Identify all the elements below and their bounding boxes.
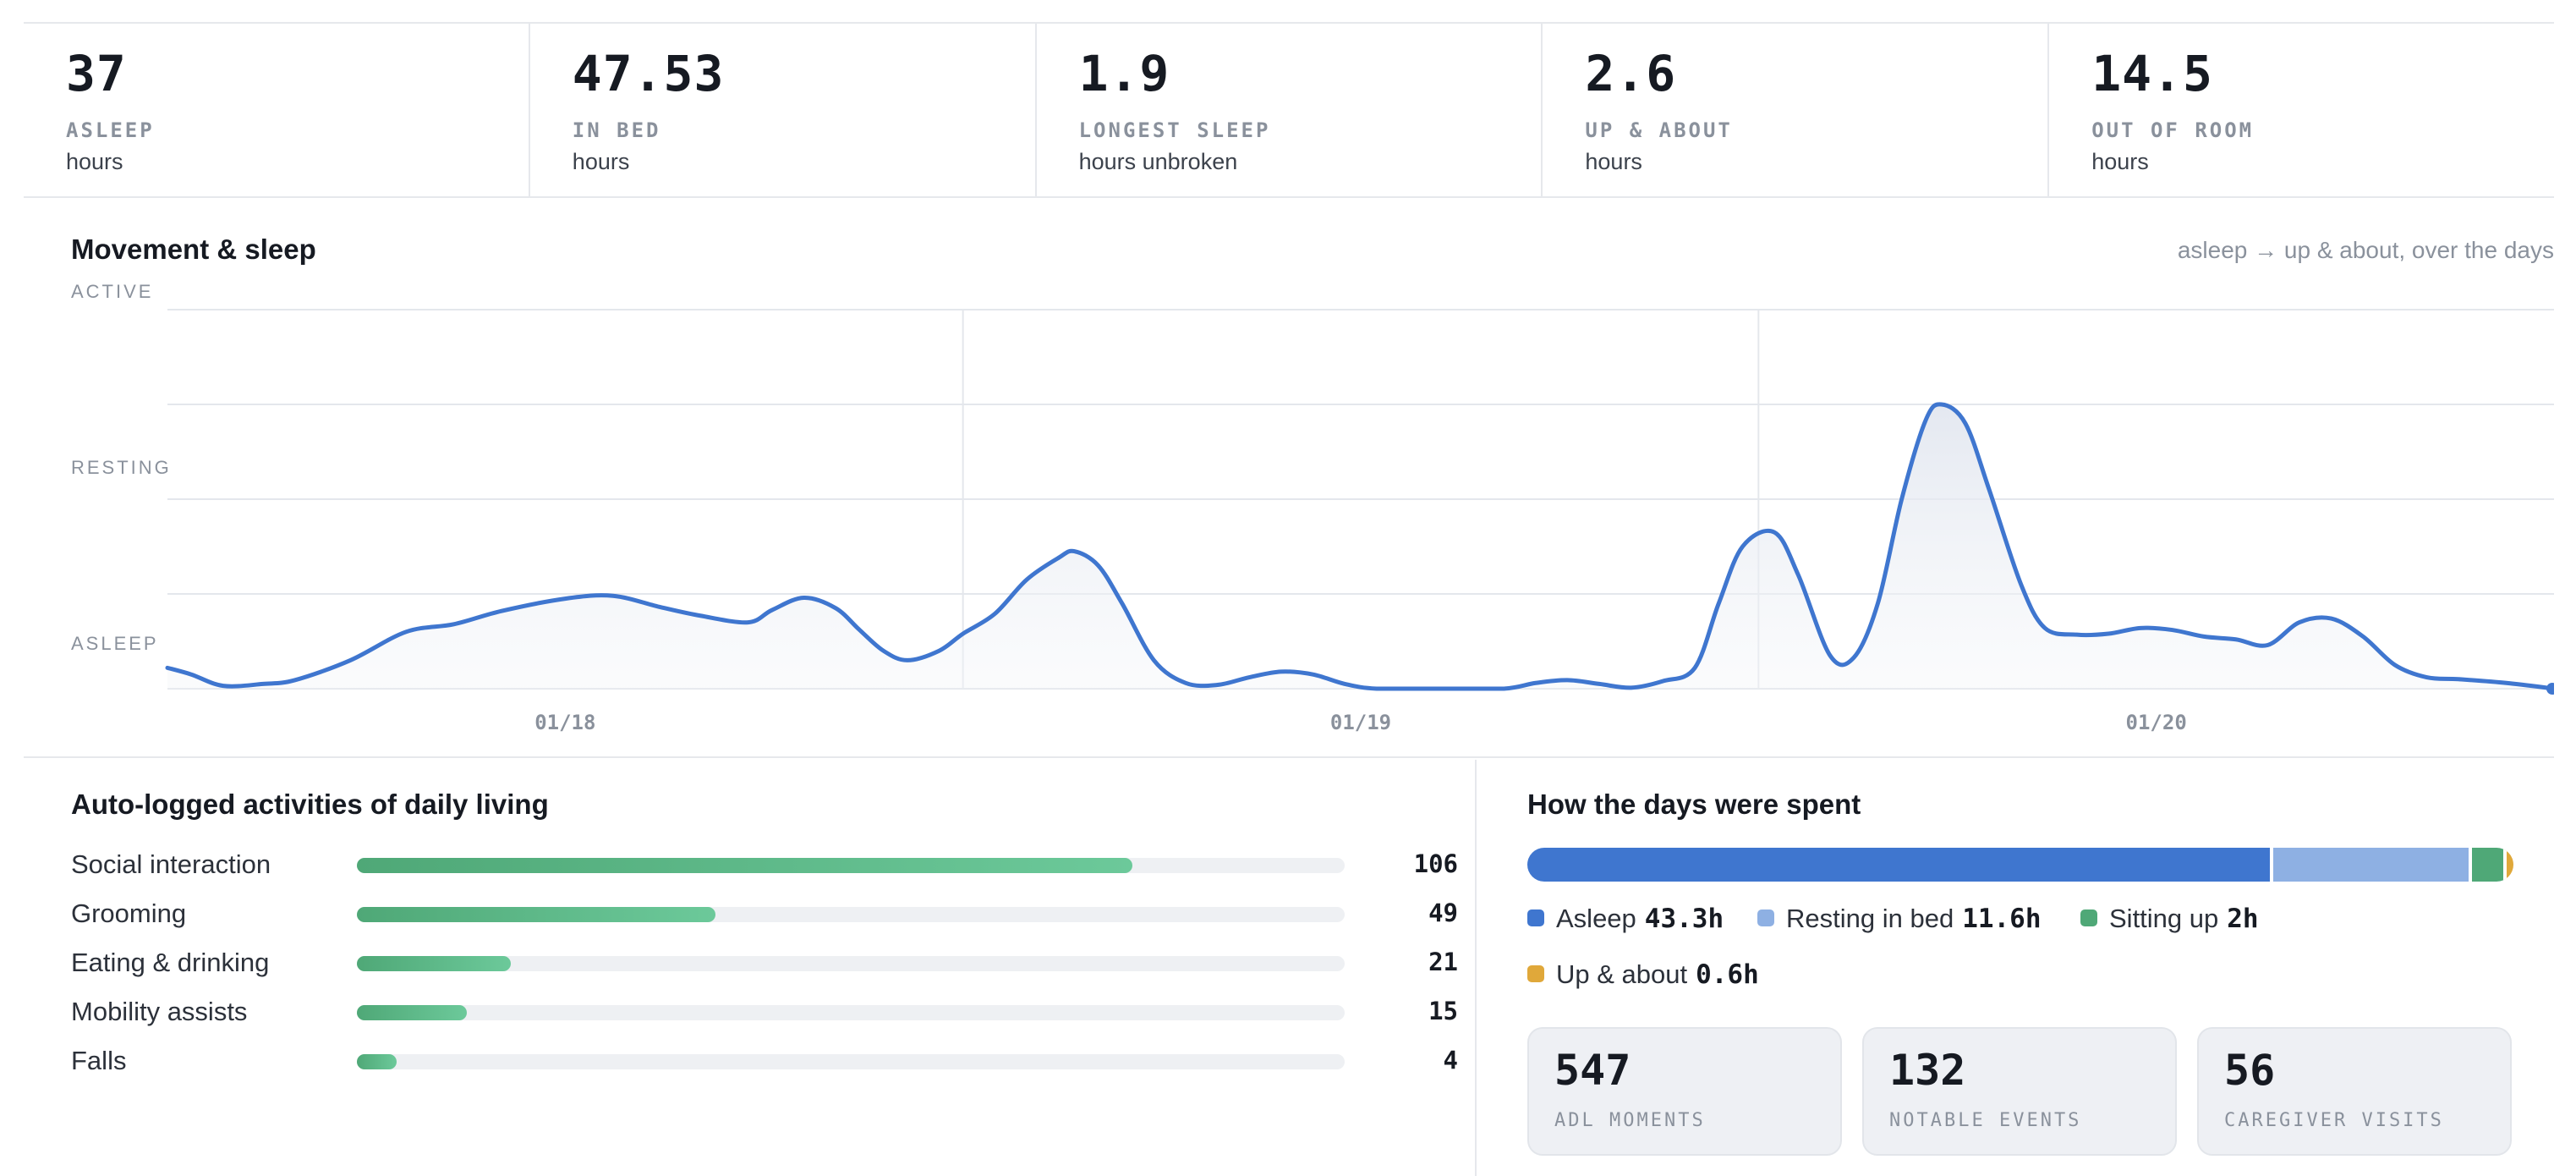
stat-unit: hours unbroken: [1078, 149, 1238, 174]
adl-activity-name: Eating & drinking: [71, 948, 270, 977]
adl-activity-name: Social interaction: [71, 849, 271, 879]
x-tick-label: 01/18: [534, 711, 595, 734]
legend-swatch: [2080, 909, 2097, 926]
adl-bar-fill: [357, 1054, 397, 1069]
adl-bar-track: [357, 1005, 1345, 1020]
days-panel: How the days were spent Asleep 43.3h Rest…: [1478, 760, 2576, 1176]
movement-chart-panel: Movement & sleep asleep → up & about, ov…: [24, 200, 2554, 758]
stat-label: ASLEEP: [66, 118, 155, 142]
adl-bar-track: [357, 956, 1345, 971]
movement-line: [165, 402, 2554, 691]
adl-bar-fill: [357, 956, 511, 971]
adl-row: Social interaction 106: [71, 849, 1458, 883]
adl-count: 49: [1428, 898, 1458, 927]
stat-value: 47.53: [572, 45, 725, 102]
legend-name: Asleep: [1556, 904, 1636, 933]
movement-end-point: [2546, 683, 2554, 695]
legend-swatch: [1757, 909, 1774, 926]
stat-out-of-room: 14.5 OUT OF ROOM hours: [2049, 24, 2554, 196]
legend-resting: Resting in bed 11.6h: [1757, 904, 2042, 934]
legend-up-about: Up & about 0.6h: [1527, 959, 1759, 990]
y-label-resting: RESTING: [71, 457, 172, 478]
adl-row: Eating & drinking 21: [71, 948, 1458, 981]
card-value: 56: [2224, 1046, 2276, 1095]
chart-subtitle: asleep → up & about, over the days: [2177, 237, 2554, 263]
days-stacked-bar: [1527, 848, 2513, 882]
days-title: How the days were spent: [1527, 789, 1861, 820]
card-value: 547: [1554, 1046, 1631, 1095]
days-bar-segment: [1527, 848, 2271, 882]
adl-count: 15: [1428, 997, 1458, 1025]
adl-bar-track: [357, 858, 1345, 873]
adl-bar-track: [357, 907, 1345, 922]
stat-label: UP & ABOUT: [1585, 118, 1733, 142]
legend-sitting: Sitting up 2h: [2080, 904, 2259, 934]
legend-swatch: [1527, 909, 1544, 926]
days-bar-segment: [2469, 848, 2503, 882]
legend-name: Up & about: [1556, 959, 1688, 989]
chart-title: Movement & sleep: [71, 234, 316, 265]
adl-bar-fill: [357, 858, 1133, 873]
adl-row: Mobility assists 15: [71, 997, 1458, 1030]
legend-asleep: Asleep 43.3h: [1527, 904, 1724, 934]
stat-in-bed: 47.53 IN BED hours: [530, 24, 1037, 196]
adl-count: 21: [1428, 948, 1458, 976]
stat-asleep: 37 ASLEEP hours: [24, 24, 530, 196]
adl-panel: Auto-logged activities of daily living S…: [24, 760, 1477, 1176]
adl-bar-fill: [357, 1005, 467, 1020]
legend-value: 0.6h: [1696, 959, 1759, 990]
adl-activity-name: Mobility assists: [71, 997, 248, 1026]
days-bar-segment: [2270, 848, 2469, 882]
stat-unit: hours: [2091, 149, 2149, 174]
adl-activity-name: Grooming: [71, 898, 187, 928]
stat-label: OUT OF ROOM: [2091, 118, 2255, 142]
adl-row: Falls 4: [71, 1046, 1458, 1080]
adl-activity-name: Falls: [71, 1046, 127, 1075]
card-adl-moments: 547 ADL MOMENTS: [1527, 1027, 1842, 1156]
stat-up-about: 2.6 UP & ABOUT hours: [1543, 24, 2050, 196]
movement-chart: 01/18 01/19 01/20: [165, 309, 2554, 734]
stat-value: 1.9: [1078, 45, 1170, 102]
movement-area: [167, 404, 2554, 689]
stat-label: LONGEST SLEEP: [1078, 118, 1271, 142]
adl-bar-fill: [357, 907, 715, 922]
card-caregiver-visits: 56 CAREGIVER VISITS: [2197, 1027, 2512, 1156]
legend-swatch: [1527, 964, 1544, 982]
card-label: NOTABLE EVENTS: [1889, 1110, 2082, 1131]
card-label: ADL MOMENTS: [1554, 1110, 1706, 1131]
adl-title: Auto-logged activities of daily living: [71, 789, 549, 820]
adl-count: 4: [1443, 1046, 1458, 1074]
stat-longest-sleep: 1.9 LONGEST SLEEP hours unbroken: [1037, 24, 1543, 196]
stat-value: 37: [66, 45, 127, 102]
legend-name: Resting in bed: [1786, 904, 1954, 933]
stat-value: 2.6: [1585, 45, 1677, 102]
x-tick-label: 01/20: [2126, 711, 2187, 734]
stat-unit: hours: [66, 149, 123, 174]
legend-name: Sitting up: [2109, 904, 2219, 933]
y-label-active: ACTIVE: [71, 281, 154, 302]
legend-value: 11.6h: [1962, 904, 2042, 934]
card-value: 132: [1889, 1046, 1966, 1095]
stat-value: 14.5: [2091, 45, 2213, 102]
y-label-asleep: ASLEEP: [71, 633, 159, 654]
legend-value: 43.3h: [1644, 904, 1724, 934]
legend-value: 2h: [2227, 904, 2259, 934]
adl-row: Grooming 49: [71, 898, 1458, 932]
stat-unit: hours: [1585, 149, 1642, 174]
stats-strip: 37 ASLEEP hours 47.53 IN BED hours 1.9 L…: [24, 22, 2554, 198]
days-bar-segment: [2502, 848, 2513, 882]
card-notable-events: 132 NOTABLE EVENTS: [1862, 1027, 2177, 1156]
adl-bar-track: [357, 1054, 1345, 1069]
stat-label: IN BED: [572, 118, 661, 142]
x-tick-label: 01/19: [1330, 711, 1391, 734]
stat-unit: hours: [572, 149, 630, 174]
adl-count: 106: [1413, 849, 1458, 878]
card-label: CAREGIVER VISITS: [2224, 1110, 2444, 1131]
